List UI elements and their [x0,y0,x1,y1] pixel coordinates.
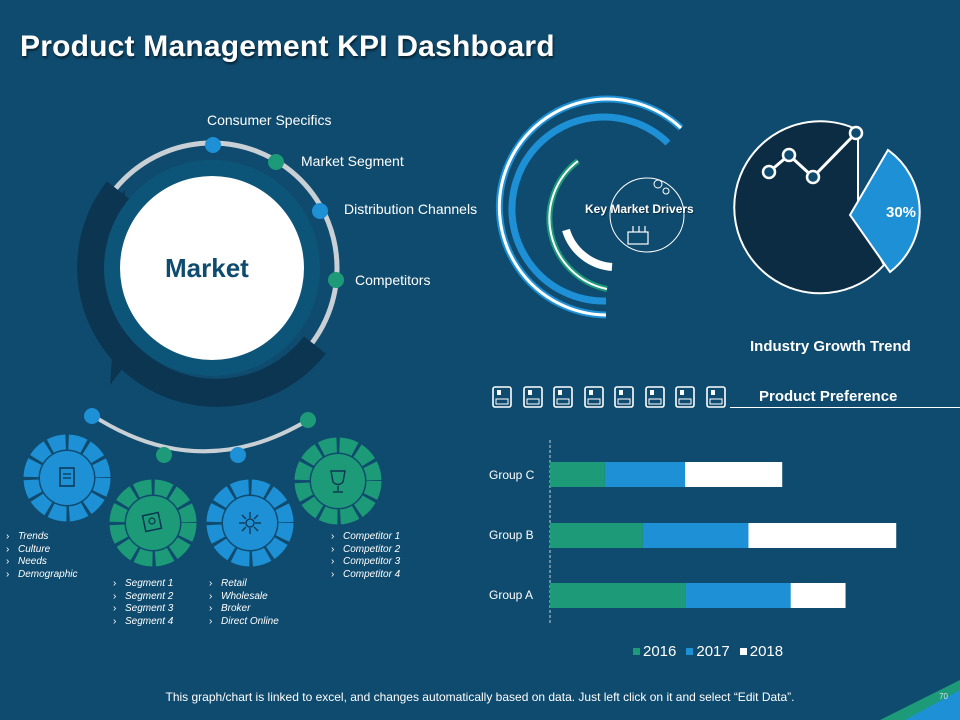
network-icon [239,512,261,534]
list-item: Broker [209,603,279,616]
list-item: Segment 1 [113,578,173,591]
list-item: Demographic [6,569,77,582]
footer-note: This graph/chart is linked to excel, and… [165,690,795,704]
product-box-icon [522,386,543,408]
market-diagram [77,137,344,407]
legend-label: 2018 [749,643,784,660]
label-consumer-specifics: Consumer Specifics [207,112,332,128]
page-title: Product Management KPI Dashboard [20,30,555,63]
marker-consumer [205,137,221,153]
product-box-icon [583,386,604,408]
product-box-icon [705,386,726,408]
list-item: Segment 4 [113,616,173,629]
legend-item-2017: 2017 [686,643,730,660]
legend-item-2016: 2016 [633,643,676,660]
group-label-c: Group C [489,468,535,482]
legend-swatch [739,648,747,655]
list-item: Culture [6,544,77,557]
bar-group-b-2018 [748,523,897,548]
legend-item-2018: 2018 [739,643,784,660]
list-item: Needs [6,556,77,569]
list-item: Competitor 2 [331,544,400,557]
page-number: 70 [939,692,948,701]
bar-group-c-2018 [685,462,783,487]
market-center-label: Market [165,253,249,283]
label-market-segment: Market Segment [301,153,404,169]
product-box-icon [553,386,573,408]
product-box-icon [644,386,665,408]
segment-circle-1 [23,434,111,522]
legend-swatch [686,648,694,655]
bullet-list-distribution: Retail Wholesale Broker Direct Online [209,578,279,628]
factory-icon [627,226,649,245]
list-item: Segment 2 [113,591,173,604]
product-preference-title: Product Preference [759,388,898,405]
marker-segment [268,154,284,170]
market-drivers-diagram [495,95,685,319]
label-competitors: Competitors [355,272,431,288]
bullet-list-consumer: Trends Culture Needs Demographic [6,531,77,581]
bar-group-b-2017 [642,523,749,548]
label-distribution-channels: Distribution Channels [344,201,478,217]
product-box-icon [675,386,695,408]
chart-legend: 2016 2017 2018 [633,643,783,660]
legend-label: 2016 [643,643,677,660]
list-item: Trends [6,531,77,544]
list-item: Competitor 1 [331,531,400,544]
segment-circle-4 [294,437,382,525]
bar-group-c-2016 [550,462,605,487]
list-item: Segment 3 [113,603,173,616]
growth-pie [733,120,921,295]
legend-swatch [633,648,640,655]
list-item: Retail [209,578,279,591]
product-preference-underline [730,407,960,408]
segment-circle-3 [206,479,294,567]
bar-group-a-2016 [550,583,686,608]
product-box-icon [614,386,634,408]
trophy-icon [330,470,346,493]
list-item: Wholesale [209,591,279,604]
group-label-a: Group A [489,588,534,602]
list-item: Direct Online [209,616,279,629]
list-item: Competitor 3 [331,556,400,569]
bar-group-c-2017 [604,462,686,487]
cloud-icon [653,179,670,195]
bullet-list-competitors: Competitor 1 Competitor 2 Competitor 3 C… [331,531,400,581]
marker-distribution [312,203,328,219]
group-label-b: Group B [489,528,534,542]
key-market-drivers-label: Key Market Drivers [585,202,694,216]
bar-group-a-2018 [790,583,846,608]
document-icon [59,467,75,487]
product-preference-chart [549,440,897,625]
id-card-icon [141,511,163,533]
industry-growth-title: Industry Growth Trend [750,338,911,355]
bar-group-a-2017 [685,583,791,608]
bar-group-b-2016 [550,523,643,548]
growth-percent-label: 30% [886,204,917,221]
list-item: Competitor 4 [331,569,400,582]
marker-competitors [328,272,344,288]
segment-circle-2 [109,479,197,567]
market-center-circle [120,176,304,360]
segments-arc [84,408,316,463]
product-box-icon [492,386,512,408]
legend-label: 2017 [696,643,730,660]
bullet-list-segment: Segment 1 Segment 2 Segment 3 Segment 4 [113,578,173,628]
